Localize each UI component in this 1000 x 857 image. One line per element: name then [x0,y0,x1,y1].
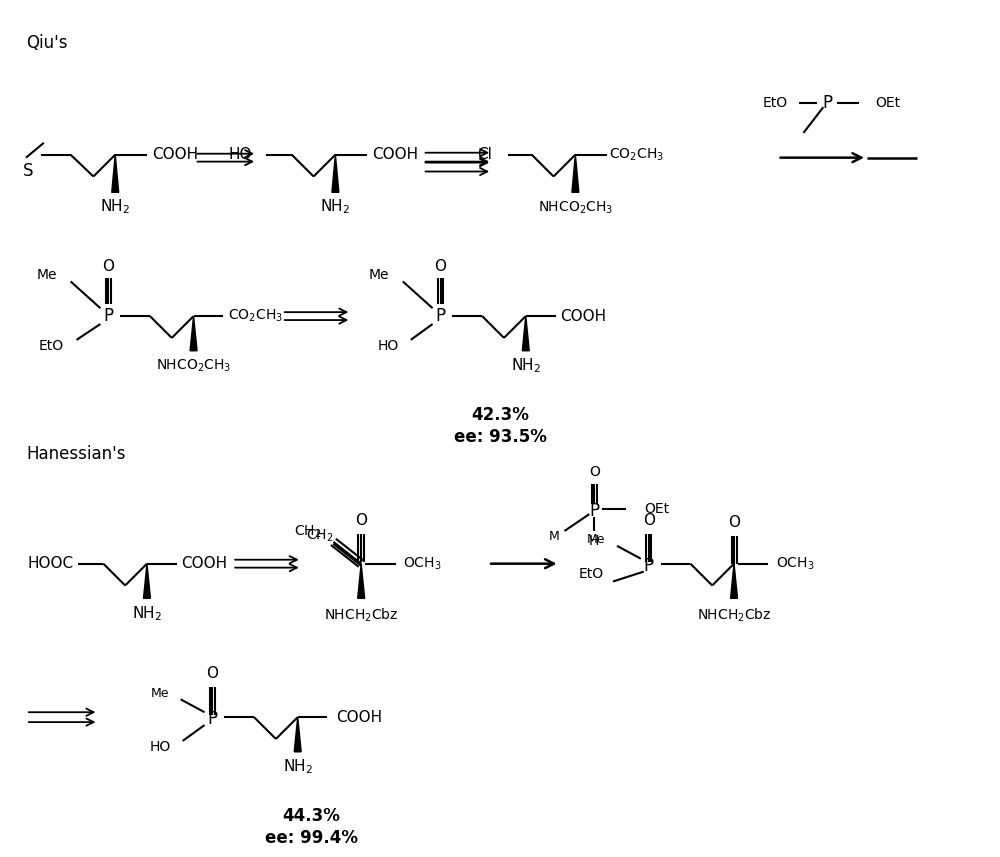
Text: O: O [728,514,740,530]
Text: P: P [435,307,446,325]
Text: NHCH$_2$Cbz: NHCH$_2$Cbz [697,607,771,624]
Polygon shape [522,316,529,351]
Text: O: O [435,259,447,274]
Text: COOH: COOH [181,556,228,571]
Polygon shape [190,316,197,351]
Text: NHCH$_2$Cbz: NHCH$_2$Cbz [324,607,398,624]
Text: O: O [206,666,218,681]
Text: OCH$_3$: OCH$_3$ [403,555,442,572]
Text: COOH: COOH [560,309,606,324]
Text: O: O [589,464,600,478]
Text: P: P [589,502,599,520]
Text: 44.3%: 44.3% [283,807,341,825]
Polygon shape [112,155,119,192]
Text: P: P [822,94,832,112]
Text: HO: HO [378,339,399,353]
Text: OCH$_3$: OCH$_3$ [776,555,815,572]
Text: CO$_2$CH$_3$: CO$_2$CH$_3$ [228,308,283,324]
Text: NH$_2$: NH$_2$ [132,604,162,622]
Text: NH$_2$: NH$_2$ [283,758,313,776]
Polygon shape [572,155,579,192]
Text: OEt: OEt [644,502,669,516]
Polygon shape [332,155,339,192]
Text: NH$_2$: NH$_2$ [320,197,350,215]
Text: ee: 99.4%: ee: 99.4% [265,829,358,847]
Text: P: P [644,557,654,575]
Text: COOH: COOH [152,147,198,162]
Text: Qiu's: Qiu's [26,34,67,52]
Text: M: M [549,530,560,543]
Text: P: P [103,307,113,325]
Polygon shape [143,564,150,598]
Polygon shape [731,564,738,598]
Text: H: H [589,534,599,548]
Polygon shape [358,564,365,598]
Polygon shape [294,717,301,752]
Text: NHCO$_2$CH$_3$: NHCO$_2$CH$_3$ [538,200,613,216]
Text: Me: Me [368,267,389,281]
Text: NH$_2$: NH$_2$ [100,197,130,215]
Text: HOOC: HOOC [28,556,74,571]
Text: ee: 93.5%: ee: 93.5% [454,428,546,446]
Text: Me: Me [150,687,169,700]
Text: CH$_2$: CH$_2$ [306,528,333,544]
Text: O: O [355,512,367,528]
Text: O: O [643,512,655,528]
Text: Me: Me [36,267,57,281]
Text: EtO: EtO [579,566,604,580]
Text: O: O [102,259,114,274]
Text: COOH: COOH [336,710,382,725]
Text: S: S [23,161,33,179]
Text: P: P [207,710,217,728]
Text: Cl: Cl [477,147,492,162]
Text: CH$_2$: CH$_2$ [294,524,322,540]
Text: HO: HO [150,740,171,754]
Text: Me: Me [587,533,605,547]
Text: HO: HO [229,147,252,162]
Text: 42.3%: 42.3% [471,406,529,424]
Text: EtO: EtO [762,96,788,111]
Text: NH$_2$: NH$_2$ [511,357,541,375]
Text: COOH: COOH [372,147,418,162]
Text: Hanessian's: Hanessian's [26,445,125,463]
Text: EtO: EtO [39,339,64,353]
Text: NHCO$_2$CH$_3$: NHCO$_2$CH$_3$ [156,357,231,374]
Text: OEt: OEt [875,96,900,111]
Text: CO$_2$CH$_3$: CO$_2$CH$_3$ [609,147,664,163]
